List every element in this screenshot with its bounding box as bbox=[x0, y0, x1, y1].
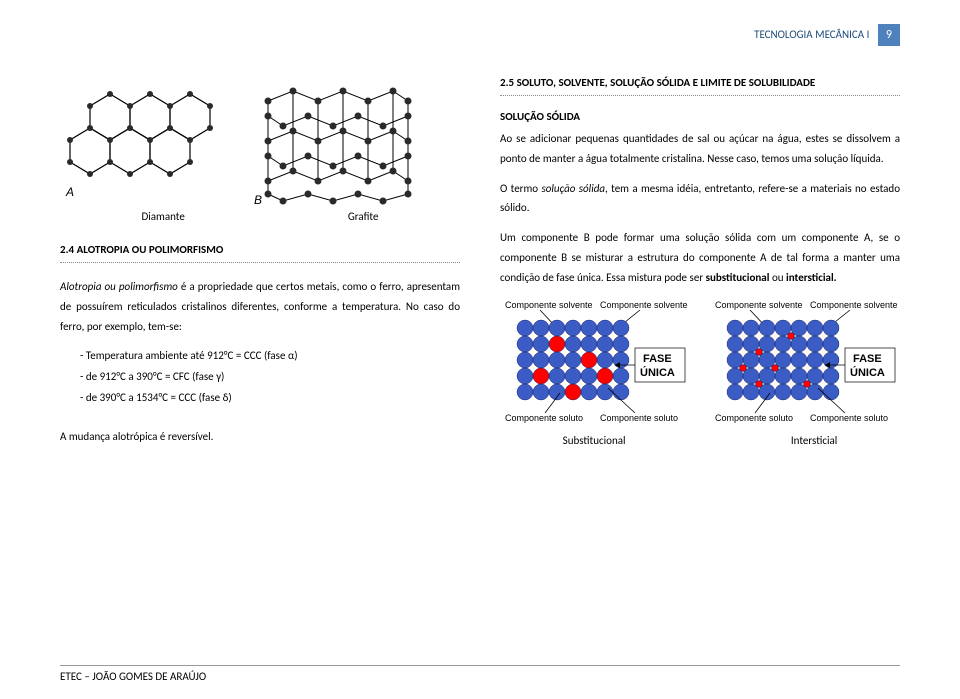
substitutional-diagram: Componente solvente Componente solvente … bbox=[500, 298, 690, 428]
interstitial-diagram: Componente solvente Componente solvente … bbox=[710, 298, 900, 428]
diamond-structure: A bbox=[60, 76, 240, 206]
lbl-fase-1: FASE bbox=[643, 353, 672, 365]
bullet-3: - de 390°C a 1534°C = CCC (fase δ) bbox=[80, 388, 460, 409]
para-solution-3: Um componente B pode formar uma solução … bbox=[500, 228, 900, 287]
crystal-captions: Diamante Grafite bbox=[60, 210, 460, 223]
lbl-unica-2: ÚNICA bbox=[850, 366, 885, 379]
lbl-solvent-1a: Componente solvente bbox=[505, 300, 593, 310]
lbl-solvent-1b: Componente solvente bbox=[600, 300, 688, 310]
dotted-rule-1 bbox=[60, 262, 460, 263]
graphite-caption: Grafite bbox=[348, 210, 379, 223]
p3b: substitucional bbox=[706, 271, 770, 284]
p3d: intersticial. bbox=[786, 271, 837, 284]
bullet-1: - Temperatura ambiente até 912°C = CCC (… bbox=[80, 346, 460, 367]
lbl-soluto-2a: Componente soluto bbox=[715, 413, 793, 423]
graphite-structure: B bbox=[248, 76, 428, 206]
lbl-soluto-1a: Componente soluto bbox=[505, 413, 583, 423]
section-2-5-title: 2.5 SOLUTO, SOLVENTE, SOLUÇÃO SÓLIDA E L… bbox=[500, 76, 900, 89]
diamond-caption: Diamante bbox=[142, 210, 185, 223]
allotropy-para: Alotropia ou polimorfismo é a propriedad… bbox=[60, 277, 460, 336]
bullet-2: - de 912°C a 390°C = CFC (fase γ) bbox=[80, 367, 460, 388]
caption-interstitial: Intersticial bbox=[791, 434, 837, 447]
p2a: O termo bbox=[500, 182, 541, 195]
section-2-4-title: 2.4 ALOTROPIA OU POLIMORFISMO bbox=[60, 243, 460, 256]
lbl-soluto-1b: Componente soluto bbox=[600, 413, 678, 423]
reversible-para: A mudança alotrópica é reversível. bbox=[60, 427, 460, 447]
subheading-solucao: SOLUÇÃO SÓLIDA bbox=[500, 110, 900, 123]
course-title: TECNOLOGIA MECÂNICA I bbox=[754, 28, 869, 41]
para-solution-2: O termo solução sólida, tem a mesma idéi… bbox=[500, 179, 900, 219]
lbl-soluto-2b: Componente soluto bbox=[810, 413, 888, 423]
dotted-rule-2 bbox=[500, 95, 900, 96]
para-solution-1: Ao se adicionar pequenas quantidades de … bbox=[500, 129, 900, 169]
p2b: solução sólida bbox=[541, 182, 605, 195]
label-a: A bbox=[65, 185, 74, 199]
solution-captions: Substitucional Intersticial bbox=[500, 434, 900, 447]
caption-substitutional: Substitucional bbox=[563, 434, 626, 447]
page-number: 9 bbox=[878, 24, 900, 46]
lbl-solvent-2b: Componente solvente bbox=[810, 300, 898, 310]
lbl-fase-2: FASE bbox=[853, 353, 882, 365]
lbl-solvent-2a: Componente solvente bbox=[715, 300, 803, 310]
lbl-unica-1: ÚNICA bbox=[640, 366, 675, 379]
allotropy-term: Alotropia ou polimorfismo bbox=[60, 280, 178, 293]
p3a: Um componente B pode formar uma solução … bbox=[500, 231, 900, 284]
crystal-figures: A bbox=[60, 76, 460, 206]
footer-text: ETEC – JOÃO GOMES DE ARAÚJO bbox=[60, 670, 206, 683]
page-footer: ETEC – JOÃO GOMES DE ARAÚJO bbox=[60, 665, 900, 683]
label-b: B bbox=[254, 193, 262, 206]
p3c: ou bbox=[769, 271, 786, 284]
page-header: TECNOLOGIA MECÂNICA I 9 bbox=[60, 24, 900, 46]
phase-bullets: - Temperatura ambiente até 912°C = CCC (… bbox=[80, 346, 460, 409]
solution-diagrams: Componente solvente Componente solvente … bbox=[500, 298, 900, 428]
